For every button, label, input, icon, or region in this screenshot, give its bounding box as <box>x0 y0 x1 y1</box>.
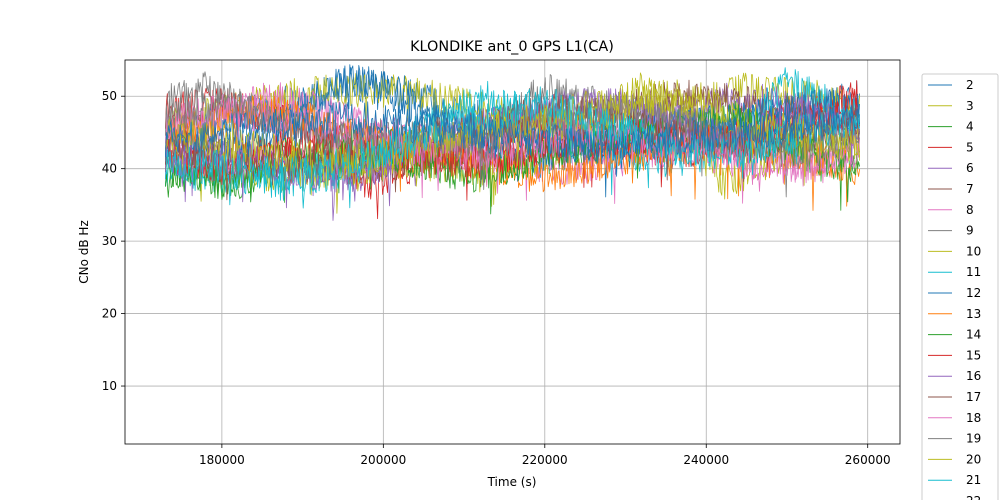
legend-label-14: 14 <box>966 328 981 342</box>
legend-label-6: 6 <box>966 161 974 175</box>
x-axis-ticks: 180000 200000 220000 240000 260000 <box>199 444 891 467</box>
chart-title: KLONDIKE ant_0 GPS L1(CA) <box>410 39 614 55</box>
y-axis-ticks: 10 20 30 40 50 <box>102 89 125 393</box>
legend-label-20: 20 <box>966 452 981 466</box>
legend-label-9: 9 <box>966 224 974 238</box>
legend: 2 3 4 5 6 7 8 9 10 11 12 13 14 15 16 17 18 19 20 21 22 <box>921 73 999 500</box>
legend-label-16: 16 <box>966 369 981 383</box>
legend-label-12: 12 <box>966 286 981 300</box>
x-tick-label: 200000 <box>360 453 406 467</box>
x-axis-label: Time (s) <box>487 475 537 489</box>
x-tick-label: 180000 <box>199 453 245 467</box>
legend-label-17: 17 <box>966 390 981 404</box>
legend-label-3: 3 <box>966 99 974 113</box>
legend-label-11: 11 <box>966 265 981 279</box>
legend-label-2: 2 <box>966 78 974 92</box>
series-line-22 <box>165 101 860 165</box>
series-line-14 <box>165 100 860 215</box>
plot-frame <box>124 59 901 445</box>
legend-label-21: 21 <box>966 473 981 487</box>
series-line-19 <box>165 88 860 190</box>
y-tick-label: 30 <box>102 234 117 248</box>
legend-label-8: 8 <box>966 203 974 217</box>
legend-label-5: 5 <box>966 140 974 154</box>
legend-label-15: 15 <box>966 348 981 362</box>
legend-label-4: 4 <box>966 120 974 134</box>
y-tick-label: 20 <box>102 307 117 321</box>
legend-label-18: 18 <box>966 411 981 425</box>
legend-label-10: 10 <box>966 244 981 258</box>
y-tick-label: 50 <box>102 89 117 103</box>
series-line-21 <box>165 86 860 206</box>
x-tick-label: 220000 <box>522 453 568 467</box>
legend-frame <box>921 73 999 500</box>
y-tick-label: 40 <box>102 162 117 176</box>
x-tick-label: 260000 <box>845 453 891 467</box>
y-axis-label: CNo dB Hz <box>77 220 91 284</box>
y-tick-label: 10 <box>102 379 117 393</box>
x-tick-label: 240000 <box>683 453 729 467</box>
legend-label-19: 19 <box>966 432 981 446</box>
legend-label-22: 22 <box>966 494 981 500</box>
series-layer <box>165 64 860 221</box>
legend-label-7: 7 <box>966 182 974 196</box>
legend-label-13: 13 <box>966 307 981 321</box>
